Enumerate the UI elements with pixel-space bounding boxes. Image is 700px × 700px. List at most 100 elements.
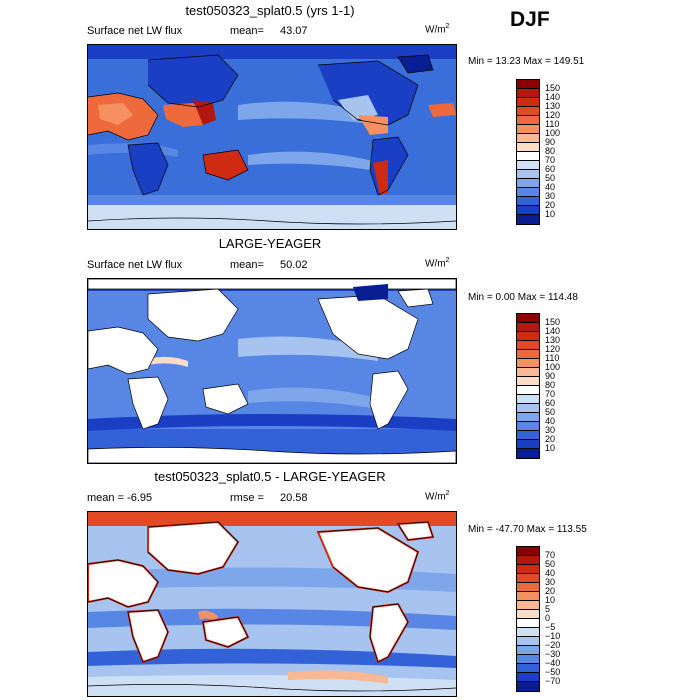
colorbar-level-label: 40: [545, 416, 556, 426]
colorbar-level-label: 90: [545, 137, 556, 147]
colorbar-segment: [517, 197, 539, 206]
colorbar-segment: [517, 583, 539, 592]
panel-2-units: W/m2: [425, 257, 450, 270]
colorbar-segment: [517, 601, 539, 610]
panel-1-variable-label: Surface net LW flux: [87, 25, 183, 37]
season-label: DJF: [510, 8, 550, 31]
colorbar-level-label: 150: [545, 83, 561, 93]
panel-1-colorbar-labels: 150 140 130 120 110 100 90 80 70 60 50 40 30 20 10: [545, 79, 585, 223]
colorbar-level-label: 20: [545, 434, 556, 444]
colorbar-segment: [517, 323, 539, 332]
colorbar-level-label: 40: [545, 182, 556, 192]
colorbar-segment: [517, 368, 539, 377]
panel-2-variable-label: Surface net LW flux: [87, 259, 183, 271]
colorbar-level-label: −20: [545, 640, 561, 650]
colorbar-segment: [517, 673, 539, 682]
panel-3-colorbar: [516, 546, 540, 692]
panel-3-units: W/m2: [425, 490, 450, 503]
colorbar-level-label: 110: [545, 119, 560, 129]
colorbar-level-label: 60: [545, 398, 556, 408]
colorbar-segment: [517, 592, 539, 601]
colorbar-level-label: −5: [545, 622, 556, 632]
colorbar-level-label: 70: [545, 550, 556, 560]
colorbar-level-label: 5: [545, 604, 551, 614]
colorbar-level-label: 10: [545, 443, 556, 453]
colorbar-level-label: 40: [545, 568, 556, 578]
colorbar-segment: [517, 107, 539, 116]
colorbar-level-label: 20: [545, 586, 556, 596]
colorbar-level-label: 140: [545, 326, 561, 336]
colorbar-segment: [517, 655, 539, 664]
colorbar-level-label: 0: [545, 613, 551, 623]
panel-3-map: [87, 511, 457, 697]
colorbar-segment: [517, 134, 539, 143]
colorbar-segment: [517, 188, 539, 197]
colorbar-level-label: 80: [545, 146, 556, 156]
colorbar-level-label: 100: [545, 362, 561, 372]
colorbar-level-label: 80: [545, 380, 556, 390]
colorbar-segment: [517, 637, 539, 646]
panel-2-mean-label: mean=: [230, 259, 264, 271]
colorbar-segment: [517, 682, 539, 691]
colorbar-segment: [517, 161, 539, 170]
colorbar-segment: [517, 143, 539, 152]
colorbar-segment: [517, 377, 539, 386]
colorbar-segment: [517, 628, 539, 637]
colorbar-segment: [517, 574, 539, 583]
colorbar-level-label: 90: [545, 371, 556, 381]
colorbar-segment: [517, 619, 539, 628]
colorbar-level-label: 130: [545, 335, 561, 345]
colorbar-segment: [517, 404, 539, 413]
colorbar-level-label: 60: [545, 164, 556, 174]
colorbar-level-label: 50: [545, 173, 556, 183]
colorbar-segment: [517, 332, 539, 341]
colorbar-level-label: −40: [545, 658, 561, 668]
colorbar-segment: [517, 89, 539, 98]
panel-2-title: LARGE-YEAGER: [218, 236, 322, 251]
colorbar-segment: [517, 422, 539, 431]
colorbar-segment: [517, 565, 539, 574]
colorbar-segment: [517, 116, 539, 125]
panel-1-units: W/m2: [425, 23, 450, 36]
colorbar-segment: [517, 170, 539, 179]
colorbar-level-label: 120: [545, 110, 561, 120]
colorbar-level-label: 140: [545, 92, 561, 102]
panel-3-rmse-value: 20.58: [280, 492, 308, 504]
colorbar-segment: [517, 386, 539, 395]
panel-3-colorbar-labels: 70 50 40 30 20 10 5 0 −5 −10 −20 −30 −40 −50 −70: [545, 546, 585, 690]
colorbar-segment: [517, 664, 539, 673]
colorbar-level-label: 70: [545, 155, 556, 165]
colorbar-level-label: −50: [545, 667, 561, 677]
colorbar-level-label: −30: [545, 649, 561, 659]
colorbar-level-label: 10: [545, 595, 556, 605]
panel-1-mean-value: 43.07: [280, 25, 308, 37]
colorbar-segment: [517, 413, 539, 422]
colorbar-level-label: 150: [545, 317, 561, 327]
colorbar-segment: [517, 125, 539, 134]
colorbar-segment: [517, 431, 539, 440]
colorbar-segment: [517, 314, 539, 323]
colorbar-segment: [517, 98, 539, 107]
colorbar-level-label: 30: [545, 191, 556, 201]
panel-2-map: [87, 278, 457, 464]
colorbar-segment: [517, 350, 539, 359]
panel-2-mean-value: 50.02: [280, 259, 308, 271]
colorbar-segment: [517, 556, 539, 565]
colorbar-segment: [517, 341, 539, 350]
colorbar-segment: [517, 547, 539, 556]
colorbar-segment: [517, 152, 539, 161]
colorbar-level-label: 50: [545, 407, 556, 417]
colorbar-level-label: 20: [545, 200, 556, 210]
colorbar-segment: [517, 80, 539, 89]
panel-2-minmax: Min = 0.00 Max = 114.48: [468, 292, 578, 303]
colorbar-segment: [517, 646, 539, 655]
panel-3-mean-label: mean = -6.95: [87, 492, 153, 504]
panel-3-rmse-label: rmse =: [230, 492, 264, 504]
colorbar-level-label: −10: [545, 631, 561, 641]
colorbar-level-label: 10: [545, 209, 556, 219]
colorbar-segment: [517, 395, 539, 404]
colorbar-segment: [517, 440, 539, 449]
colorbar-level-label: 120: [545, 344, 561, 354]
colorbar-segment: [517, 206, 539, 215]
colorbar-level-label: 50: [545, 559, 556, 569]
